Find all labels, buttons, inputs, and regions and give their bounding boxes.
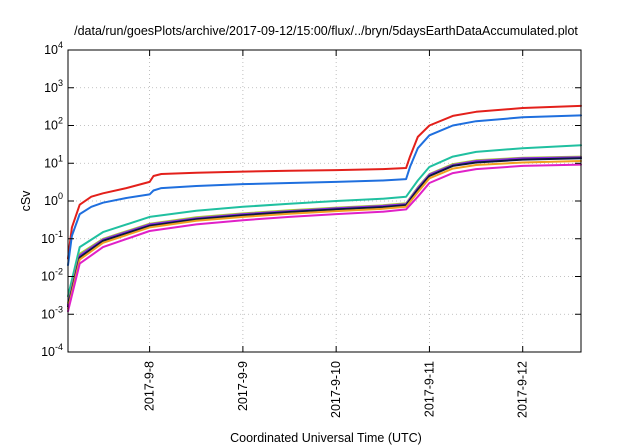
chart-title: /data/run/goesPlots/archive/2017-09-12/1…	[74, 24, 578, 38]
series-line-7	[67, 160, 582, 310]
x-tick-label: 2017-9-12	[516, 361, 530, 418]
x-axis: 2017-9-8 2017-9-9 2017-9-10 2017-9-11 2017-9…	[143, 50, 530, 418]
x-tick-label: 2017-9-11	[422, 361, 436, 417]
x-tick-label: 2017-9-10	[329, 361, 343, 418]
x-tick-label: 2017-9-9	[236, 361, 250, 411]
y-axis-label: cSv	[19, 190, 33, 212]
x-tick-label: 2017-9-8	[143, 361, 157, 411]
series-line-6	[67, 157, 582, 308]
y-axis: 10-4 10-3 10-2 10-1 100 101 102 103 104	[41, 40, 581, 359]
y-tick-label: 10-3	[41, 304, 63, 321]
series-line-3	[67, 144, 582, 298]
y-tick-label: 102	[44, 116, 63, 133]
y-tick-label: 101	[44, 153, 63, 170]
y-tick-label: 100	[44, 191, 63, 208]
y-tick-label: 10-2	[41, 267, 63, 284]
y-tick-label: 103	[44, 78, 63, 95]
y-tick-label: 10-1	[41, 229, 63, 246]
series-line-8	[67, 163, 582, 313]
series-group	[67, 104, 582, 313]
y-tick-label: 104	[44, 40, 63, 57]
series-line-1	[67, 104, 582, 260]
y-tick-label: 10-4	[41, 342, 63, 359]
series-line-5	[67, 156, 582, 306]
series-line-2	[67, 114, 582, 267]
x-axis-label: Coordinated Universal Time (UTC)	[230, 431, 422, 445]
